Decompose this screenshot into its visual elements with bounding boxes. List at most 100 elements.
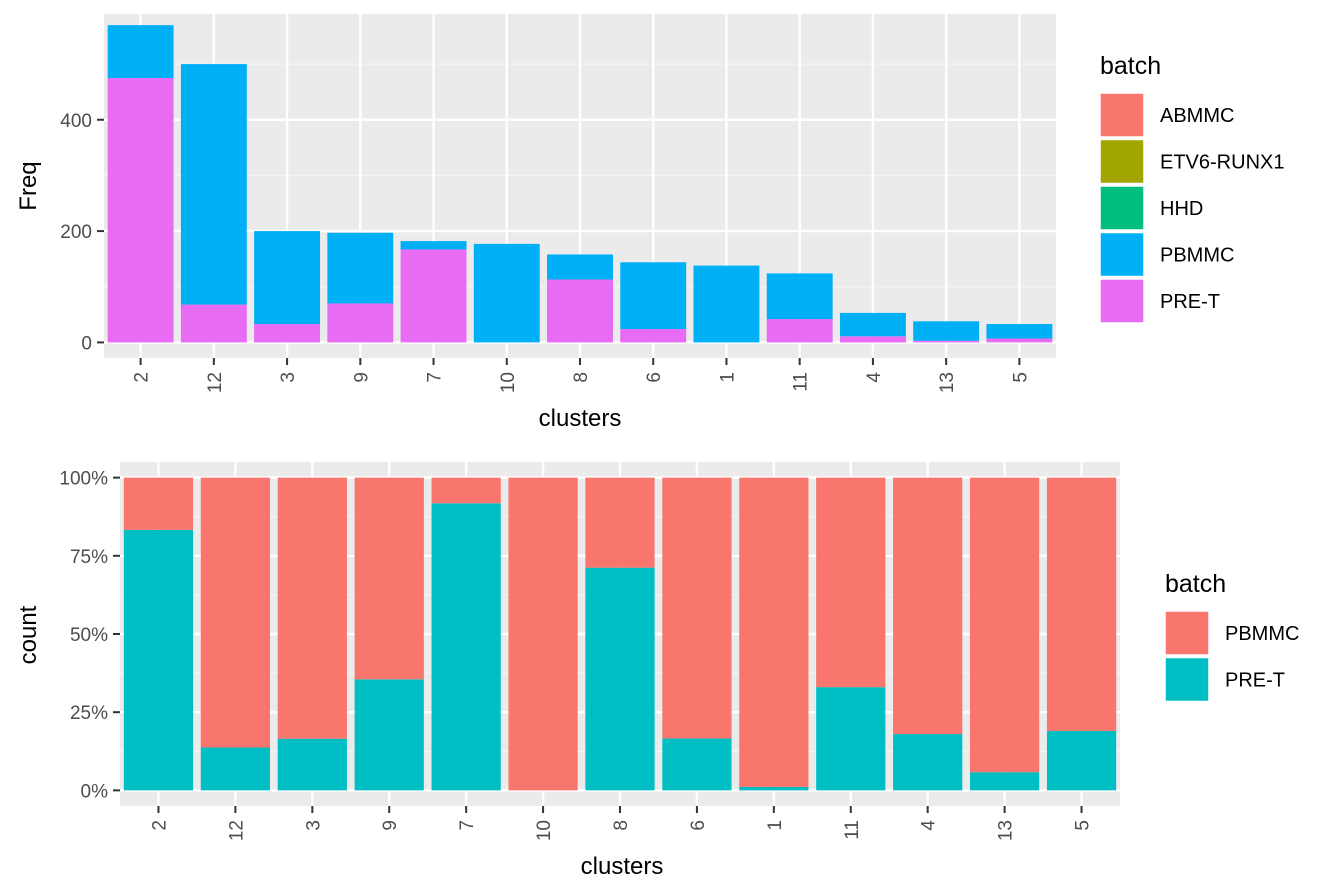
bottom-bar-pbmmc-cluster-11 xyxy=(816,477,886,688)
bottom-chart-panel: 0%25%50%75%100% 2 12 3 9 7 10 8 6 1 11 4 13 5 cluste… xyxy=(15,462,1299,880)
top-bars xyxy=(107,25,1053,343)
bottom-x-axis-title: clusters xyxy=(581,853,664,880)
bottom-bar-pbmmc-cluster-2 xyxy=(123,477,194,530)
top-legend-key-pre-t xyxy=(1099,278,1145,324)
bottom-bar-pbmmc-cluster-10 xyxy=(508,477,578,791)
top-bar-pbmmc-cluster-10 xyxy=(473,243,540,343)
top-legend-key-etv6-runx1 xyxy=(1099,138,1145,185)
bottom-bar-pbmmc-cluster-9 xyxy=(354,477,424,680)
bottom-x-tick-label: 7 xyxy=(457,820,478,831)
bottom-bar-pre-t-cluster-4 xyxy=(893,734,963,791)
top-legend-key-abmmc xyxy=(1099,92,1145,138)
bottom-bar-pbmmc-cluster-5 xyxy=(1046,477,1117,731)
top-bar-pre-t-cluster-11 xyxy=(766,319,833,343)
top-x-tick-label: 9 xyxy=(351,372,372,383)
bottom-legend-title: batch xyxy=(1165,570,1226,598)
top-bar-pre-t-cluster-7 xyxy=(400,249,467,343)
top-bar-pre-t-cluster-5 xyxy=(986,338,1053,343)
bottom-x-tick-label: 4 xyxy=(919,820,940,831)
top-x-tick-label: 8 xyxy=(571,372,592,383)
bottom-x-axis: 2 12 3 9 7 10 8 6 1 11 4 13 5 xyxy=(149,806,1094,841)
top-x-tick-label: 1 xyxy=(717,372,738,383)
bottom-bar-pbmmc-cluster-7 xyxy=(431,477,501,504)
top-legend-label: ETV6-RUNX1 xyxy=(1160,152,1284,174)
bottom-legend-label: PBMMC xyxy=(1225,623,1299,645)
top-bar-pre-t-cluster-3 xyxy=(254,324,321,343)
bottom-y-tick-label: 0% xyxy=(81,781,109,802)
top-legend-label: ABMMC xyxy=(1160,105,1234,127)
top-y-tick-label: 400 xyxy=(60,111,92,132)
bottom-x-tick-label: 1 xyxy=(765,820,786,831)
top-y-tick-label: 0 xyxy=(81,333,92,354)
top-bar-pre-t-cluster-6 xyxy=(620,329,687,343)
bottom-bar-pre-t-cluster-8 xyxy=(585,567,655,791)
bottom-y-axis: 0% 25% 50% 75% 100% xyxy=(59,469,120,802)
top-x-tick-label: 5 xyxy=(1010,372,1031,383)
bottom-x-tick-label: 12 xyxy=(226,820,247,841)
top-bar-pre-t-cluster-4 xyxy=(839,336,906,343)
top-x-tick-label: 6 xyxy=(644,372,665,383)
top-bar-pbmmc-cluster-1 xyxy=(693,265,760,343)
bottom-bar-pre-t-cluster-6 xyxy=(662,738,732,791)
top-bar-pre-t-cluster-2 xyxy=(107,78,174,343)
top-legend-label: HHD xyxy=(1160,198,1203,220)
bottom-bar-pbmmc-cluster-1 xyxy=(739,477,809,787)
bottom-y-tick-label: 100% xyxy=(59,469,108,490)
bottom-bar-pre-t-cluster-11 xyxy=(816,687,886,791)
bottom-x-tick-label: 8 xyxy=(611,820,632,831)
top-bar-pre-t-cluster-9 xyxy=(327,303,394,343)
bottom-bar-pbmmc-cluster-8 xyxy=(585,477,655,568)
bottom-bar-pbmmc-cluster-12 xyxy=(200,477,270,748)
bottom-bar-pbmmc-cluster-3 xyxy=(277,477,347,739)
top-bar-pbmmc-cluster-6 xyxy=(620,262,687,330)
top-bar-pbmmc-cluster-7 xyxy=(400,241,467,250)
bottom-legend-key-pbmmc xyxy=(1164,610,1210,656)
top-bar-pre-t-cluster-13 xyxy=(913,340,980,343)
top-bar-pre-t-cluster-12 xyxy=(180,304,247,343)
bottom-bar-pre-t-cluster-2 xyxy=(123,529,194,791)
bottom-x-tick-label: 10 xyxy=(534,820,555,841)
top-x-tick-label: 3 xyxy=(278,372,299,383)
top-x-tick-label: 7 xyxy=(425,372,446,383)
top-legend-key-hhd xyxy=(1099,185,1145,231)
top-x-tick-label: 11 xyxy=(791,372,812,392)
bottom-bar-pre-t-cluster-1 xyxy=(739,786,809,791)
top-x-axis-title: clusters xyxy=(539,405,622,432)
bottom-bar-pre-t-cluster-3 xyxy=(277,738,347,791)
bottom-bar-pbmmc-cluster-4 xyxy=(893,477,963,735)
bottom-x-tick-label: 13 xyxy=(996,820,1017,841)
bottom-x-tick-label: 6 xyxy=(688,820,709,831)
top-bar-pbmmc-cluster-12 xyxy=(180,64,247,305)
top-bar-pbmmc-cluster-8 xyxy=(547,254,613,280)
top-y-tick-label: 200 xyxy=(60,222,92,243)
bottom-y-tick-label: 50% xyxy=(70,625,108,646)
top-x-tick-label: 4 xyxy=(864,372,885,383)
bottom-y-tick-label: 25% xyxy=(70,703,108,724)
top-bar-pbmmc-cluster-13 xyxy=(913,321,980,341)
top-bar-pbmmc-cluster-3 xyxy=(254,231,321,325)
bottom-y-axis-title: count xyxy=(15,605,42,664)
top-legend: batch ABMMC ETV6-RUNX1 HHD PBMMC PRE-T xyxy=(1099,52,1284,324)
top-x-tick-label: 10 xyxy=(498,372,519,393)
bottom-bar-pre-t-cluster-13 xyxy=(970,772,1040,791)
bottom-bar-pre-t-cluster-5 xyxy=(1046,730,1117,791)
top-x-tick-label: 12 xyxy=(205,372,226,393)
bottom-bar-pre-t-cluster-9 xyxy=(354,679,424,791)
top-y-axis-title: Freq xyxy=(15,161,42,210)
top-bar-pre-t-cluster-8 xyxy=(547,279,613,343)
bottom-bar-pbmmc-cluster-6 xyxy=(662,477,732,739)
top-bar-pbmmc-cluster-9 xyxy=(327,232,394,304)
bottom-legend: batch PBMMC PRE-T xyxy=(1164,570,1299,703)
top-legend-label: PRE-T xyxy=(1160,291,1220,313)
bottom-x-tick-label: 2 xyxy=(149,820,170,831)
bottom-x-tick-label: 11 xyxy=(842,820,863,840)
bottom-y-tick-label: 75% xyxy=(70,547,108,568)
top-bar-pbmmc-cluster-11 xyxy=(766,273,833,320)
bottom-x-tick-label: 5 xyxy=(1073,820,1094,831)
top-bar-pbmmc-cluster-4 xyxy=(839,312,906,337)
top-x-axis: 2 12 3 9 7 10 8 6 1 11 4 13 5 xyxy=(132,358,1031,393)
top-bar-pbmmc-cluster-2 xyxy=(107,25,174,79)
bottom-bar-pre-t-cluster-7 xyxy=(431,503,501,791)
